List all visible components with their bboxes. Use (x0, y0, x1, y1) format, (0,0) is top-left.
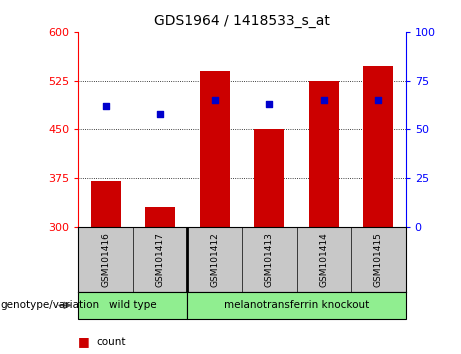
Text: GSM101417: GSM101417 (156, 232, 165, 287)
Text: wild type: wild type (109, 300, 157, 310)
Text: GSM101412: GSM101412 (210, 232, 219, 287)
Text: GSM101413: GSM101413 (265, 232, 274, 287)
Bar (91, 181, 121, 227)
Bar (309, 80, 339, 227)
Title: GDS1964 / 1418533_s_at: GDS1964 / 1418533_s_at (154, 14, 330, 28)
Text: melanotransferrin knockout: melanotransferrin knockout (224, 300, 369, 310)
Point (157, 111, 164, 116)
Text: ■: ■ (78, 353, 90, 354)
Text: ■: ■ (78, 335, 90, 348)
Text: genotype/variation: genotype/variation (0, 300, 99, 310)
Bar (363, 65, 393, 227)
Bar (145, 207, 175, 227)
Bar (188, 292, 406, 319)
Point (320, 97, 327, 103)
Text: count: count (97, 337, 126, 347)
Point (266, 101, 273, 107)
Point (375, 97, 382, 103)
Point (211, 97, 219, 103)
Bar (200, 71, 230, 227)
Point (102, 103, 109, 109)
Text: GSM101414: GSM101414 (319, 232, 328, 287)
Bar (254, 129, 284, 227)
Text: GSM101416: GSM101416 (101, 232, 110, 287)
Text: GSM101415: GSM101415 (374, 232, 383, 287)
Bar (78, 292, 188, 319)
